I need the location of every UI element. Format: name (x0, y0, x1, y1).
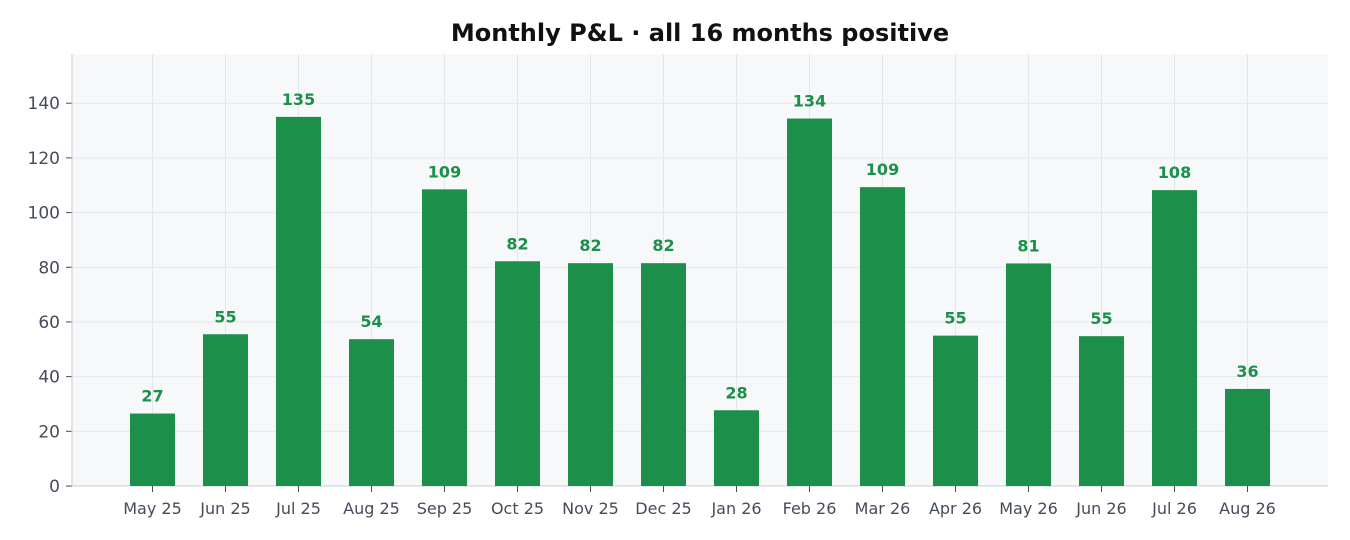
x-tick-label: Aug 25 (343, 499, 400, 518)
bar-value-label: 82 (579, 236, 601, 255)
x-tick-label: Jul 26 (1151, 499, 1197, 518)
bar (1079, 336, 1124, 486)
bar-value-label: 36 (1236, 362, 1258, 381)
bar (568, 263, 613, 486)
x-tick-label: Jul 25 (275, 499, 321, 518)
bars (130, 116, 1270, 487)
y-tick-label: 100 (28, 204, 60, 224)
bar (203, 334, 248, 486)
bar-value-label: 82 (652, 236, 674, 255)
bar (714, 410, 759, 486)
y-tick-label: 120 (28, 149, 60, 169)
x-tick-label: May 26 (999, 499, 1058, 518)
bar (495, 261, 540, 486)
bar (1006, 263, 1051, 486)
plot-area (72, 54, 1328, 486)
data-labels: 27 55 135 54 109 82 82 82 28 134 109 55 81 55 108 36 (141, 90, 1258, 406)
y-tick-label: 40 (38, 368, 60, 388)
chart-title: Monthly P&L · all 16 months positive (451, 19, 949, 47)
x-tick-label: Dec 25 (635, 499, 691, 518)
bar-value-label: 135 (282, 90, 315, 109)
bar-value-label: 55 (1090, 309, 1112, 328)
bar (422, 189, 467, 486)
bar-value-label: 108 (1158, 163, 1191, 182)
x-tick-label: Oct 25 (491, 499, 544, 518)
x-tick-labels: May 25 Jun 25 Jul 25 Aug 25 Sep 25 Oct 25 Nov … (123, 499, 1276, 518)
x-tick-label: Jun 25 (199, 499, 250, 518)
bar (276, 116, 321, 486)
x-tick-label: Aug 26 (1219, 499, 1276, 518)
y-tick-label: 60 (38, 313, 60, 333)
bar-value-label: 27 (141, 387, 163, 406)
bar-value-label: 109 (428, 162, 461, 181)
bar (349, 339, 394, 486)
bar (933, 335, 978, 486)
bar (641, 263, 686, 486)
x-tick-label: Mar 26 (855, 499, 911, 518)
bar-value-label: 81 (1017, 236, 1039, 255)
bar (860, 187, 905, 487)
bar-value-label: 28 (725, 383, 747, 402)
bar-value-label: 82 (506, 234, 528, 253)
bar-value-label: 55 (944, 309, 966, 328)
bar-value-label: 55 (214, 307, 236, 326)
x-tick-label: Feb 26 (783, 499, 837, 518)
bar-value-label: 109 (866, 160, 899, 179)
x-tick-label: May 25 (123, 499, 182, 518)
bar-value-label: 54 (360, 312, 382, 331)
x-tick-label: Sep 25 (417, 499, 473, 518)
y-tick-label: 20 (38, 422, 60, 442)
bar-value-label: 134 (793, 92, 826, 111)
x-tick-label: Nov 25 (562, 499, 619, 518)
y-tick-label: 80 (38, 258, 60, 278)
x-tick-label: Apr 26 (929, 499, 982, 518)
y-tick-label: 140 (28, 94, 60, 114)
y-tick-labels: 0 20 40 60 80 100 120 140 (28, 94, 60, 497)
x-tick-label: Jan 26 (710, 499, 761, 518)
bar (1152, 190, 1197, 486)
bar (1225, 388, 1270, 486)
bar (787, 118, 832, 486)
bar (130, 413, 175, 486)
y-tick-label: 0 (49, 477, 60, 497)
x-tick-label: Jun 26 (1075, 499, 1126, 518)
